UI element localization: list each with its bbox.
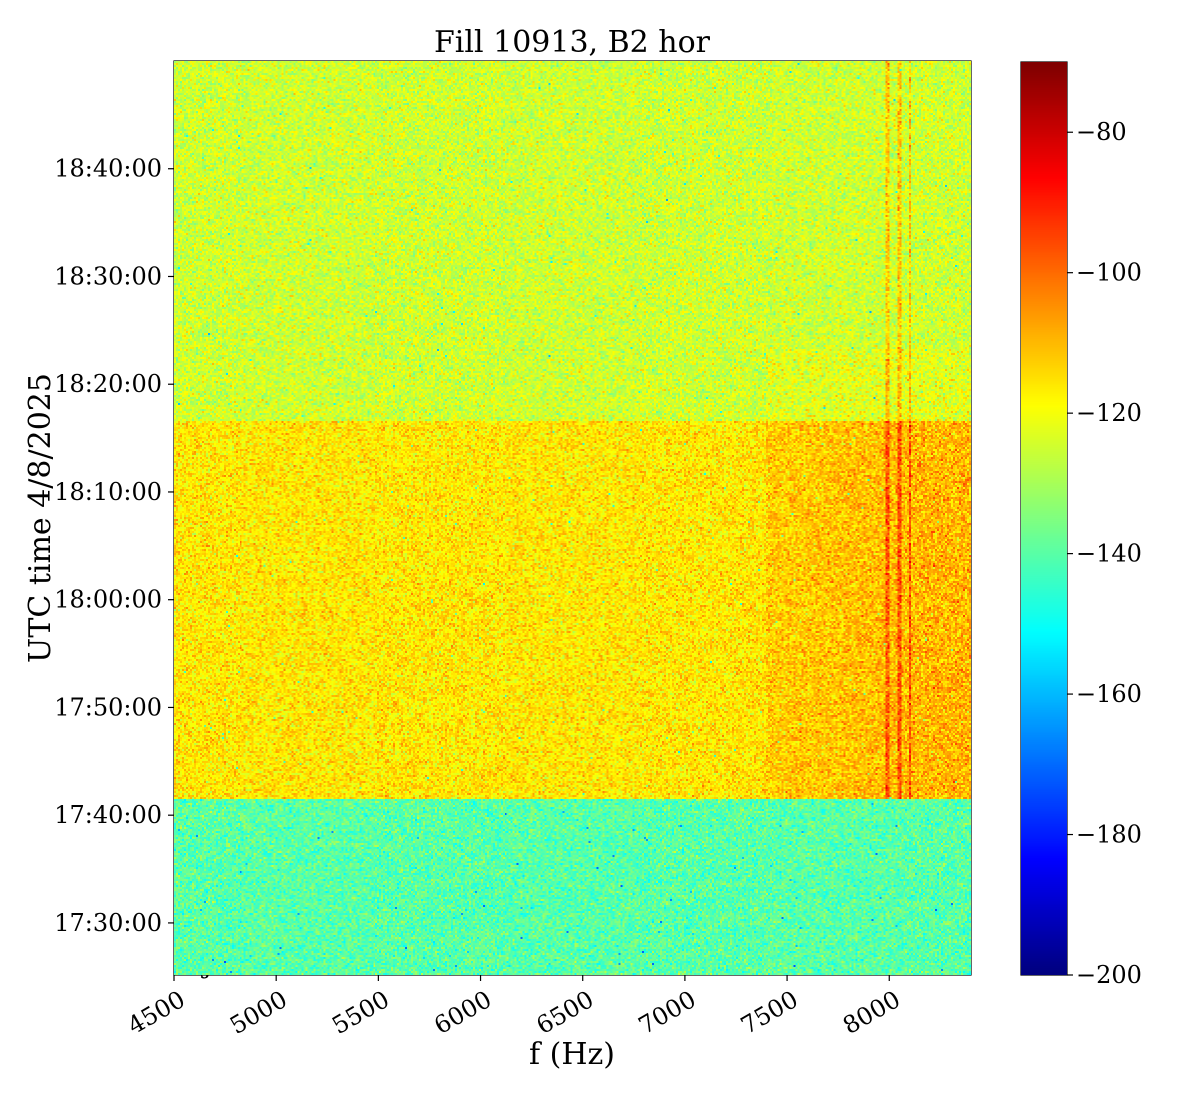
- x-tick-label: 4500: [123, 985, 190, 1040]
- x-axis-ticks: 4500 5000 5500 6000 6500 7000 7500 8000: [123, 975, 905, 1040]
- y-tick-label: 18:30:00: [54, 262, 162, 290]
- colorbar: [1021, 62, 1067, 975]
- colorbar-tick-label: −140: [1076, 540, 1142, 568]
- colorbar-tick-label: −200: [1076, 961, 1142, 989]
- x-axis-label: f (Hz): [529, 1037, 615, 1072]
- spectrogram-heatmap: [174, 61, 971, 975]
- colorbar-tick-label: −80: [1076, 118, 1127, 146]
- x-tick-label: 8000: [838, 985, 905, 1040]
- x-tick-label: 7500: [736, 985, 803, 1040]
- y-axis-ticks: 17:30:00 17:40:00 17:50:00 18:00:00 18:10:00…: [54, 155, 174, 937]
- x-tick-label: 7000: [634, 985, 701, 1040]
- y-tick-label: 17:40:00: [54, 801, 162, 829]
- y-tick-label: 17:30:00: [54, 909, 162, 937]
- x-tick-label: 6500: [532, 985, 599, 1040]
- x-tick-label: 6000: [429, 985, 496, 1040]
- x-tick-label: 5000: [225, 985, 292, 1040]
- y-tick-label: 17:50:00: [54, 693, 162, 721]
- y-tick-label: 18:10:00: [54, 478, 162, 506]
- y-tick-label: 18:20:00: [54, 370, 162, 398]
- colorbar-tick-label: −160: [1076, 680, 1142, 708]
- colorbar-tick-label: −180: [1076, 821, 1142, 849]
- colorbar-tick-label: −100: [1076, 259, 1142, 287]
- y-axis-label: UTC time 4/8/2025: [23, 373, 58, 663]
- colorbar-ticks: −80 −100 −120 −140 −160 −180 −200: [1067, 118, 1142, 989]
- x-tick-label: 5500: [327, 985, 394, 1040]
- y-tick-label: 18:40:00: [54, 155, 162, 183]
- colorbar-tick-label: −120: [1076, 399, 1142, 427]
- chart-title: Fill 10913, B2 hor: [434, 25, 711, 60]
- y-tick-label: 18:00:00: [54, 586, 162, 614]
